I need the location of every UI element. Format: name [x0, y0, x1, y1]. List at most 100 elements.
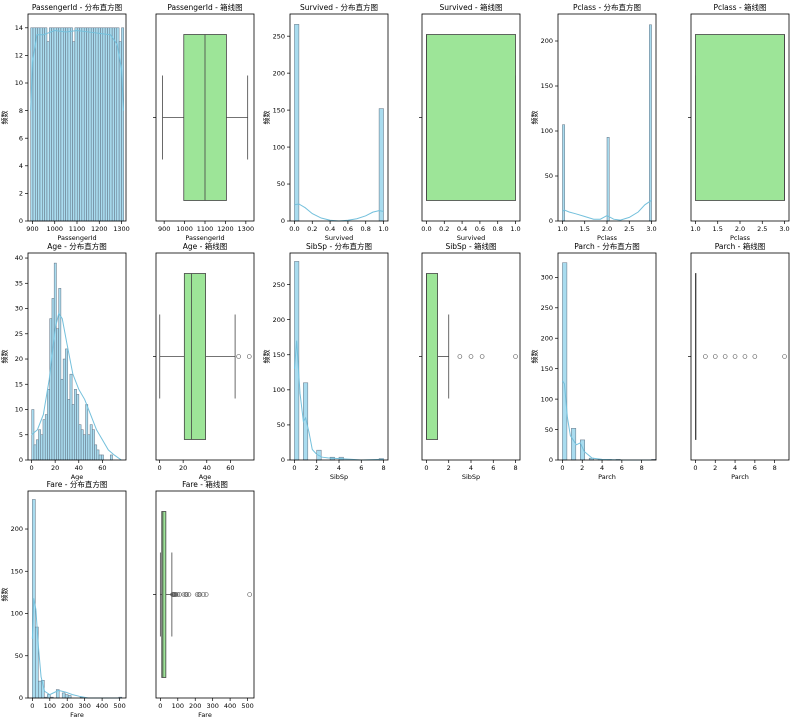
- y-tick-label: 100: [273, 143, 285, 151]
- x-axis-label: Parch: [598, 473, 616, 481]
- subplot-6: Age - 分布直方图 0 5 10 15 20 25 30 35 40 频数 0 20 40 60 Age: [0, 241, 127, 481]
- subplot-title: Fare - 箱线图: [182, 479, 228, 489]
- x-tick-label: 60: [226, 464, 234, 472]
- y-tick-label: 200: [11, 525, 23, 533]
- subplot-title: SibSp - 箱线图: [445, 241, 496, 251]
- histogram-bar: [101, 454, 104, 461]
- x-axis-label: Pclass: [597, 234, 618, 242]
- histogram-bar: [42, 27, 45, 222]
- x-axis-label: PassengerId: [185, 234, 224, 242]
- histogram-bar: [378, 108, 384, 222]
- y-tick-label: 0: [281, 456, 285, 464]
- y-axis-label: 频数: [0, 350, 9, 364]
- axes-frame: [155, 490, 255, 699]
- y-tick-label: 5: [19, 431, 23, 439]
- histogram-bar: [69, 27, 73, 222]
- box-outlier: [181, 592, 187, 597]
- x-tick-label: 0: [157, 464, 161, 472]
- y-tick-label: 100: [273, 386, 285, 394]
- x-tick-label: 0.2: [307, 225, 317, 233]
- x-tick-label: 0: [292, 464, 296, 472]
- x-tick-label: 0.6: [343, 225, 353, 233]
- x-tick-label: 4: [469, 464, 473, 472]
- subplot-title: Pclass - 分布直方图: [573, 2, 641, 12]
- y-tick-label: 200: [541, 37, 553, 45]
- x-tick-label: 500: [113, 702, 125, 710]
- box-outlier: [194, 592, 200, 597]
- y-tick-label: 15: [15, 380, 23, 388]
- histogram-bar: [95, 27, 99, 222]
- histogram-bar: [85, 404, 89, 461]
- y-tick-label: 0: [549, 217, 553, 225]
- box-outlier: [782, 354, 787, 359]
- histogram-bar: [76, 394, 80, 461]
- histogram-bar: [104, 27, 108, 222]
- y-tick-label: 150: [273, 351, 285, 359]
- subplot-8: SibSp - 分布直方图 0 50 100 150 200 250 频数 0 2 4 6 8 SibSp: [262, 241, 389, 481]
- x-tick-label: 100: [44, 702, 56, 710]
- histogram-bar: [571, 428, 577, 461]
- box-outlier: [177, 592, 182, 597]
- x-tick-label: 3.0: [779, 225, 789, 233]
- histogram-bar: [114, 27, 118, 222]
- x-axis-label: Survived: [325, 234, 354, 242]
- y-tick-label: 150: [541, 365, 553, 373]
- kde-line: [294, 203, 384, 222]
- box-outlier: [201, 592, 206, 597]
- y-tick-label: 100: [11, 610, 23, 618]
- y-tick-label: 10: [15, 406, 23, 414]
- y-tick-label: 0: [281, 217, 285, 225]
- x-tick-label: 300: [78, 702, 90, 710]
- histogram-bar: [72, 41, 76, 222]
- subplot-title: Survived - 箱线图: [440, 2, 503, 12]
- x-tick-label: 20: [179, 464, 187, 472]
- histogram-bar: [97, 27, 101, 222]
- subplot-9: SibSp - 箱线图 0 2 4 6 8 SibSp: [419, 241, 521, 481]
- histogram-bar: [63, 27, 66, 222]
- histogram-bar: [49, 27, 52, 222]
- y-tick-label: 0: [19, 456, 23, 464]
- histogram-bar: [562, 124, 565, 222]
- x-tick-label: 1.0: [510, 225, 520, 233]
- box-outlier: [203, 592, 209, 597]
- subplot-4: Pclass - 分布直方图 0 50 100 150 200 频数 1.0 1.5 2.0 2.5…: [530, 2, 657, 242]
- x-tick-label: 400: [96, 702, 108, 710]
- histogram-bar: [81, 27, 85, 222]
- x-tick-label: 0.4: [325, 225, 335, 233]
- histogram-bar: [96, 449, 100, 461]
- histogram-bar: [90, 27, 94, 222]
- x-tick-label: 1.5: [713, 225, 723, 233]
- x-axis-label: Fare: [198, 711, 212, 719]
- box-body: [426, 273, 438, 440]
- x-tick-label: 2.5: [757, 225, 767, 233]
- histogram-bar: [35, 439, 39, 461]
- histogram-bar: [80, 429, 84, 461]
- subplot-title: PassengerId - 箱线图: [167, 2, 242, 12]
- x-tick-label: 0.2: [439, 225, 449, 233]
- x-tick-label: 6: [359, 464, 363, 472]
- histogram-bar: [94, 444, 98, 461]
- y-tick-label: 20: [15, 355, 23, 363]
- x-tick-label: 2: [580, 464, 584, 472]
- histogram-bar: [56, 328, 59, 461]
- x-tick-label: 1200: [91, 225, 108, 233]
- box-outlier: [712, 354, 718, 359]
- subplot-title: Age - 分布直方图: [47, 241, 106, 251]
- histogram-bar: [35, 27, 38, 222]
- x-tick-label: 900: [158, 225, 170, 233]
- histogram-bar: [109, 27, 113, 222]
- y-tick-label: 50: [277, 180, 285, 188]
- histogram-bar: [49, 318, 53, 461]
- x-tick-label: 2: [447, 464, 451, 472]
- histogram-bar: [44, 27, 48, 222]
- subplot-7: Age - 箱线图 0 20 40 60 Age: [153, 241, 255, 481]
- histogram-bar: [74, 389, 77, 461]
- y-tick-label: 8: [19, 107, 23, 115]
- x-tick-label: 0.8: [361, 225, 371, 233]
- histogram-bar: [56, 27, 59, 222]
- subplot-title: Pclass - 箱线图: [713, 2, 766, 12]
- histogram-bar: [92, 429, 95, 461]
- subplot-title: PassengerId - 分布直方图: [32, 2, 122, 12]
- histogram-bar: [71, 404, 75, 461]
- axes-frame: [690, 252, 790, 461]
